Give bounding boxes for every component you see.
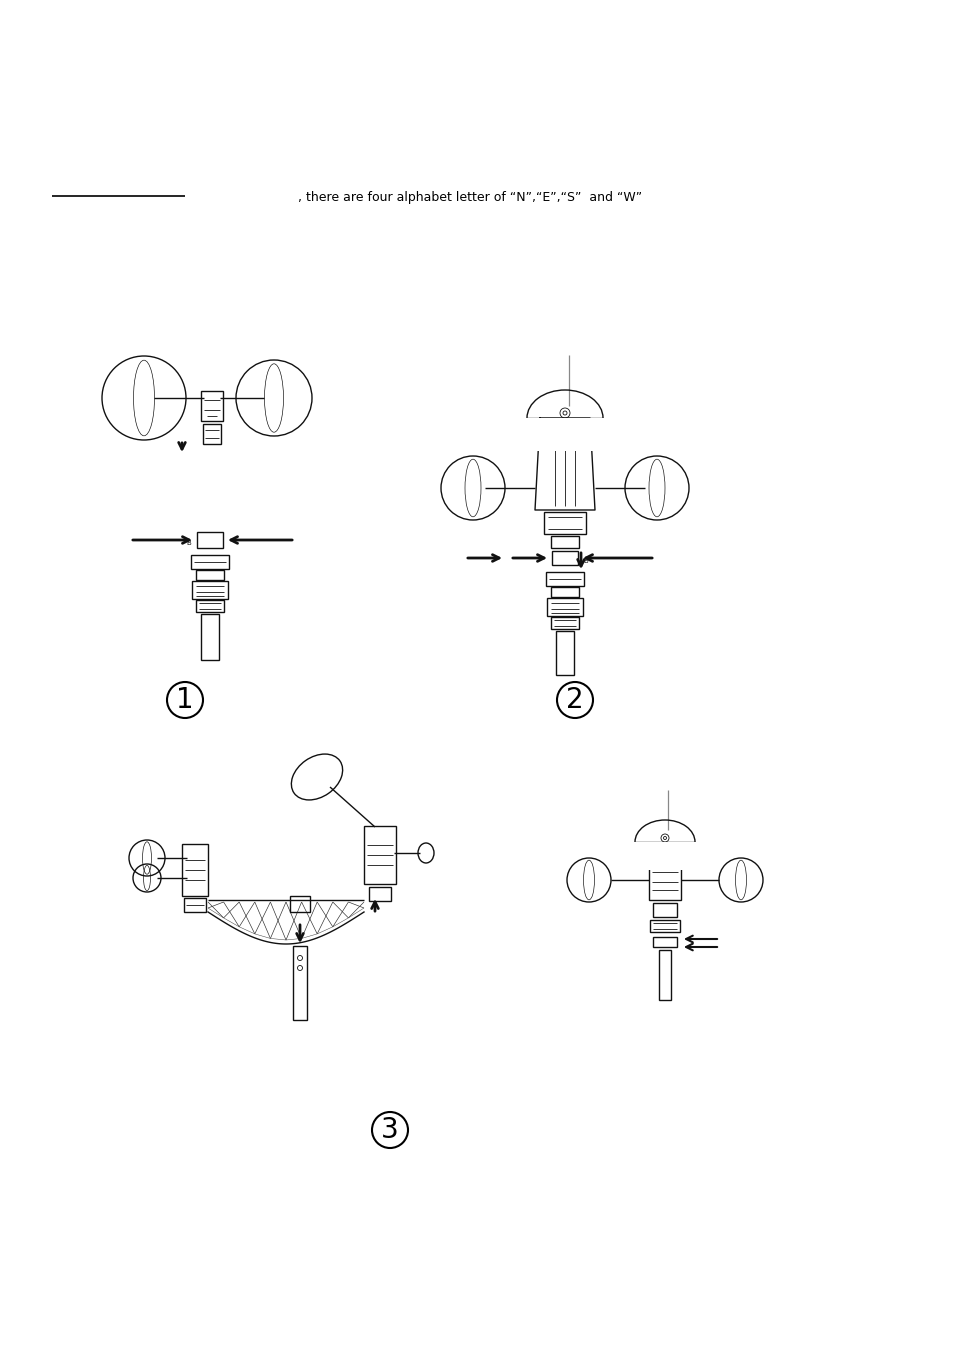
Bar: [551, 587, 578, 597]
Bar: [203, 424, 221, 444]
Bar: [290, 896, 310, 913]
Bar: [201, 614, 219, 660]
Bar: [293, 946, 307, 1021]
Bar: [649, 919, 679, 931]
Bar: [196, 532, 223, 548]
Bar: [364, 826, 395, 884]
Text: 2: 2: [565, 686, 583, 714]
Bar: [524, 418, 604, 451]
Bar: [192, 580, 228, 599]
Bar: [195, 570, 224, 580]
Bar: [652, 903, 677, 917]
Text: B: B: [187, 540, 192, 545]
Bar: [195, 599, 224, 612]
Bar: [551, 617, 578, 629]
Bar: [369, 887, 391, 900]
Text: 3: 3: [381, 1116, 398, 1143]
Bar: [543, 512, 585, 535]
Text: 1: 1: [176, 686, 193, 714]
Bar: [182, 844, 208, 896]
Bar: [551, 536, 578, 548]
Bar: [652, 937, 677, 946]
Bar: [648, 860, 680, 900]
Bar: [191, 555, 229, 568]
Bar: [552, 551, 578, 566]
Bar: [629, 842, 700, 869]
Text: , there are four alphabet letter of “N”,“E”,“S”  and “W”: , there are four alphabet letter of “N”,…: [297, 190, 641, 204]
Text: B: B: [583, 558, 588, 564]
Bar: [201, 392, 223, 421]
Bar: [545, 572, 583, 586]
Bar: [659, 950, 670, 1000]
Bar: [184, 898, 206, 913]
Bar: [556, 630, 574, 675]
Bar: [546, 598, 582, 616]
